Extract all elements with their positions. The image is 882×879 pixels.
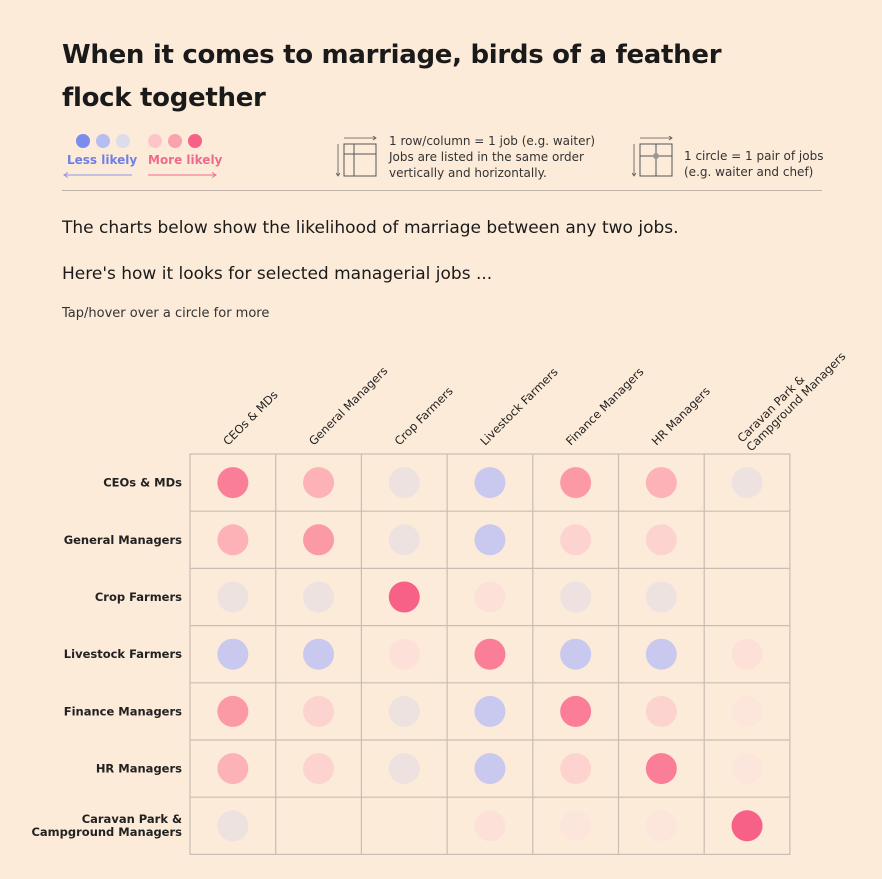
page-title: When it comes to marriage, birds of a fe…: [62, 40, 722, 113]
circle-legend-line: 1 circle = 1 pair of jobs: [684, 149, 824, 163]
row-label: HR Managers: [96, 762, 182, 776]
row-label: Caravan Park &: [82, 812, 182, 826]
column-label: Finance Managers: [563, 365, 646, 448]
pair-circle[interactable]: [731, 467, 763, 499]
legend-dot-more-weak: [148, 134, 162, 148]
pair-circle[interactable]: [645, 524, 677, 556]
column-label: Livestock Farmers: [477, 365, 560, 448]
pair-circle[interactable]: [217, 810, 249, 842]
color-legend: Less likely More likely: [62, 134, 232, 178]
pair-circle[interactable]: [217, 753, 249, 785]
column-label: Campground Managers: [743, 349, 848, 454]
matrix-border: [189, 453, 791, 855]
column-label: HR Managers: [649, 384, 713, 448]
pair-circle[interactable]: [217, 638, 249, 670]
legend-dot-more-strong: [188, 134, 202, 148]
grid-legend-icon: [336, 136, 377, 177]
pair-circle[interactable]: [560, 581, 592, 613]
pair-circle[interactable]: [303, 524, 335, 556]
pair-circle[interactable]: [474, 810, 506, 842]
pair-circle[interactable]: [388, 695, 420, 727]
pair-circle[interactable]: [217, 581, 249, 613]
row-label: Crop Farmers: [95, 590, 182, 604]
arrow-right-icon: [148, 172, 217, 178]
row-label: General Managers: [64, 533, 182, 547]
pair-circle[interactable]: [388, 638, 420, 670]
pair-circle[interactable]: [560, 753, 592, 785]
pair-circle[interactable]: [731, 695, 763, 727]
pair-circle[interactable]: [388, 524, 420, 556]
circle-legend-line: (e.g. waiter and chef): [684, 165, 814, 179]
pair-circle[interactable]: [731, 638, 763, 670]
pair-circle[interactable]: [303, 695, 335, 727]
legend-less-label: Less likely: [67, 153, 138, 167]
intro-subtext: Here's how it looks for selected manager…: [62, 264, 493, 284]
pair-circle[interactable]: [217, 695, 249, 727]
intro-text: The charts below show the likelihood of …: [62, 218, 679, 238]
pair-circle[interactable]: [560, 695, 592, 727]
grid-legend-line: Jobs are listed in the same order: [389, 150, 584, 164]
circle-legend-text: 1 circle = 1 pair of jobs (e.g. waiter a…: [684, 148, 844, 180]
legend-dot-less-medium: [96, 134, 110, 148]
pair-circle[interactable]: [474, 581, 506, 613]
row-label: Finance Managers: [64, 704, 182, 718]
pair-circle[interactable]: [560, 810, 592, 842]
pair-circle[interactable]: [474, 695, 506, 727]
pair-circle[interactable]: [645, 810, 677, 842]
legend-dot-less-weak: [116, 134, 130, 148]
grid-legend-line: vertically and horizontally.: [389, 166, 547, 180]
row-label: Campground Managers: [31, 825, 182, 839]
circle-legend-icon: [632, 136, 673, 177]
pair-circle[interactable]: [474, 638, 506, 670]
pair-circle[interactable]: [474, 524, 506, 556]
pair-circle[interactable]: [303, 638, 335, 670]
column-label: Crop Farmers: [392, 384, 456, 448]
pair-circle[interactable]: [731, 810, 763, 842]
pair-circle[interactable]: [303, 467, 335, 499]
row-label: Livestock Farmers: [64, 647, 182, 661]
hover-hint: Tap/hover over a circle for more: [62, 306, 270, 321]
column-label: General Managers: [306, 364, 390, 448]
pair-circle[interactable]: [645, 581, 677, 613]
column-label: CEOs & MDs: [220, 388, 280, 448]
legend-dot-more-medium: [168, 134, 182, 148]
divider: [62, 190, 822, 191]
pair-circle[interactable]: [645, 638, 677, 670]
pair-circle[interactable]: [645, 467, 677, 499]
pair-circle[interactable]: [217, 467, 249, 499]
pair-circle[interactable]: [474, 467, 506, 499]
grid-legend-text: 1 row/column = 1 job (e.g. waiter) Jobs …: [389, 133, 629, 181]
grid-legend-line: 1 row/column = 1 job (e.g. waiter): [389, 134, 596, 148]
pair-circle[interactable]: [474, 753, 506, 785]
pair-circle[interactable]: [388, 467, 420, 499]
pair-circle[interactable]: [303, 753, 335, 785]
pair-circle[interactable]: [560, 524, 592, 556]
arrow-left-icon: [63, 172, 132, 178]
pair-circle[interactable]: [217, 524, 249, 556]
row-label: CEOs & MDs: [103, 476, 182, 490]
pair-circle[interactable]: [560, 638, 592, 670]
legend-more-label: More likely: [148, 153, 223, 167]
pair-circle[interactable]: [645, 695, 677, 727]
legend-dot-less-strong: [76, 134, 90, 148]
pair-circle[interactable]: [388, 753, 420, 785]
pair-circle[interactable]: [645, 753, 677, 785]
pair-circle[interactable]: [388, 581, 420, 613]
pair-circle[interactable]: [303, 581, 335, 613]
pair-circle[interactable]: [731, 753, 763, 785]
pair-circle[interactable]: [560, 467, 592, 499]
